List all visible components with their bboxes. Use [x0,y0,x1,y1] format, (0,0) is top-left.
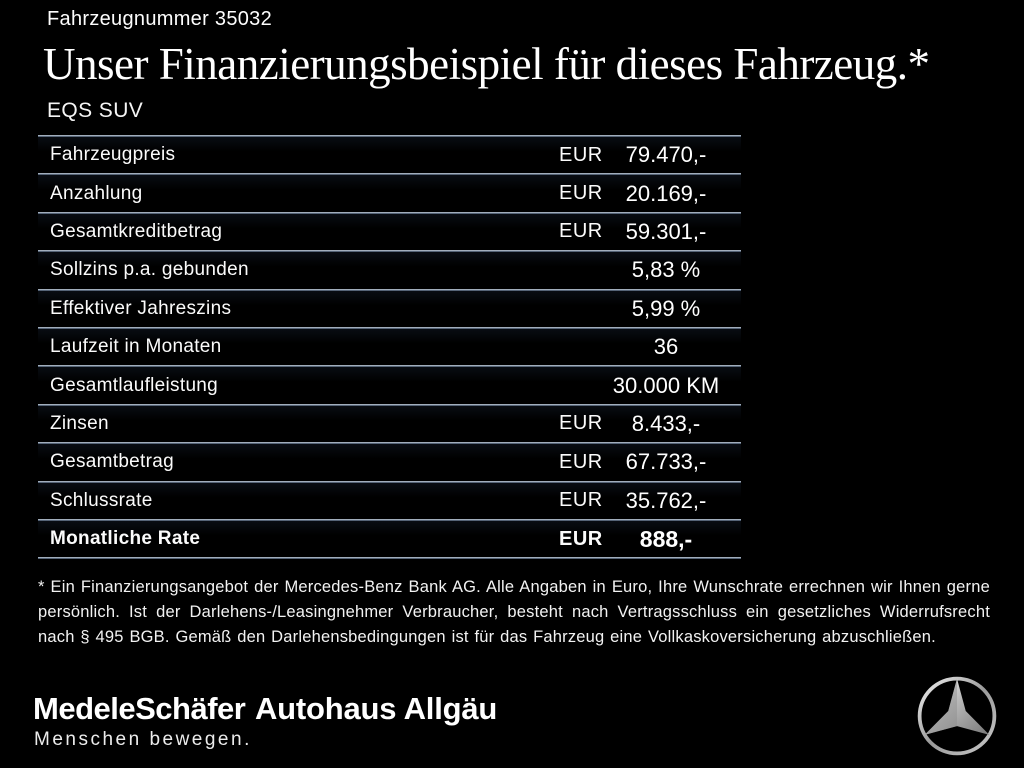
row-currency: EUR [559,450,603,473]
row-value: 8.433,- [631,410,701,436]
row-label: Monatliche Rate [50,528,201,550]
row-label: Fahrzeugpreis [50,144,176,166]
row-value: 5,83 % [631,257,701,283]
table-divider [38,403,741,406]
row-label: Gesamtlaufleistung [50,374,219,396]
table-divider [38,442,741,445]
dealer-logo-medeleschaefer: MedeleSchäfer [33,691,246,726]
table-divider [38,288,741,291]
row-currency: EUR [559,143,603,166]
row-label: Zinsen [50,412,109,434]
dealer-logo-autohaus-allgaeu: Autohaus Allgäu [255,691,498,726]
row-label: Gesamtkreditbetrag [50,220,223,242]
table-row-anzahlung: Anzahlung EUR 20.169,- [38,175,741,212]
row-label: Gesamtbetrag [50,451,174,473]
row-currency: EUR [559,489,603,512]
table-divider [38,557,741,560]
row-value: 36 [653,334,679,360]
page-title: Unser Finanzierungsbeispiel für dieses F… [43,39,930,89]
row-currency: EUR [559,412,603,435]
table-row-schlussrate: Schlussrate EUR 35.762,- [38,482,741,519]
table-row-gesamtbetrag: Gesamtbetrag EUR 67.733,- [38,444,741,481]
row-value: 20.169,- [625,180,707,206]
row-value: 30.000 KM [612,372,720,398]
row-currency: EUR [559,220,603,243]
table-row-fahrzeugpreis: Fahrzeugpreis EUR 79.470,- [38,137,741,174]
legal-footnote: * Ein Finanzierungsangebot der Mercedes-… [38,578,990,646]
row-label: Anzahlung [50,182,143,204]
dealer-tagline: Menschen bewegen. [34,729,252,750]
row-currency: EUR [559,527,603,550]
finance-table: Fahrzeugpreis EUR 79.470,- Anzahlung EUR… [38,135,741,560]
row-value: 888,- [639,525,693,552]
table-divider [38,135,741,137]
row-value: 5,99 % [631,295,701,321]
table-row-effektiver-jahreszins: Effektiver Jahreszins 5,99 % [38,290,741,327]
table-divider [38,250,741,253]
vehicle-model: EQS SUV [47,99,144,122]
vehicle-number: Fahrzeugnummer 35032 [47,8,273,30]
row-value: 79.470,- [625,142,707,168]
table-divider [38,326,741,329]
row-label: Schlussrate [50,489,153,511]
table-row-monatliche-rate: Monatliche Rate EUR 888,- [38,520,741,558]
table-row-sollzins: Sollzins p.a. gebunden 5,83 % [38,252,741,289]
table-divider [38,173,741,176]
row-label: Effektiver Jahreszins [50,297,232,319]
row-label: Sollzins p.a. gebunden [50,259,249,281]
table-row-zinsen: Zinsen EUR 8.433,- [38,405,741,443]
table-divider [38,211,741,214]
table-divider [38,365,741,368]
table-row-gesamtlaufleistung: Gesamtlaufleistung 30.000 KM [38,367,741,404]
table-divider [38,480,741,483]
row-value: 67.733,- [625,449,707,475]
row-currency: EUR [559,182,603,205]
mercedes-star-icon [917,676,997,756]
row-label: Laufzeit in Monaten [50,336,222,358]
row-value: 59.301,- [625,218,707,244]
table-row-laufzeit: Laufzeit in Monaten 36 [38,328,741,366]
table-divider [38,518,741,521]
table-row-gesamtkreditbetrag: Gesamtkreditbetrag EUR 59.301,- [38,213,741,251]
row-value: 35.762,- [625,487,707,513]
